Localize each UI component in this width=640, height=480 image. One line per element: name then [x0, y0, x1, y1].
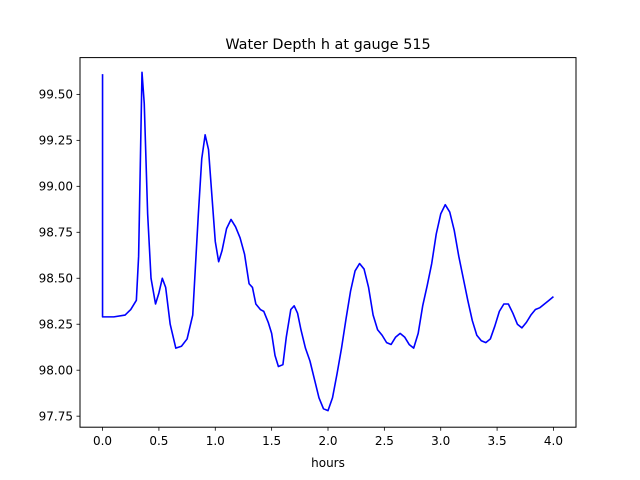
y-tick-label: 98.00: [39, 363, 73, 377]
y-tick-label: 98.25: [39, 318, 73, 332]
x-tick-label: 1.0: [206, 434, 225, 448]
axes-frame: [79, 57, 577, 428]
x-tick-label: 2.5: [375, 434, 394, 448]
plot-area: [101, 71, 554, 412]
y-tick-label: 99.25: [39, 134, 73, 148]
y-tick-label: 99.00: [39, 180, 73, 194]
y-axis-ticks: 97.75 98.00 98.25 98.50 98.75 99.00 99.25 99.50: [39, 88, 80, 423]
x-tick-label: 0.0: [93, 434, 112, 448]
x-tick-label: 0.5: [149, 434, 168, 448]
y-tick-label: 99.50: [39, 88, 73, 102]
x-tick-label: 1.5: [262, 434, 281, 448]
x-tick-label: 3.0: [431, 434, 450, 448]
x-tick-label: 2.0: [318, 434, 337, 448]
y-tick-label: 97.75: [39, 409, 73, 423]
x-axis-label: hours: [311, 456, 345, 470]
y-tick-label: 98.50: [39, 272, 73, 286]
x-tick-label: 4.0: [544, 434, 563, 448]
y-tick-label: 98.75: [39, 226, 73, 240]
series-line-0: [101, 71, 554, 412]
x-tick-label: 3.5: [488, 434, 507, 448]
x-axis-ticks: 0.0 0.5 1.0 1.5 2.0 2.5 3.0 3.5 4.0: [93, 427, 563, 448]
chart-title: Water Depth h at gauge 515: [225, 37, 430, 53]
